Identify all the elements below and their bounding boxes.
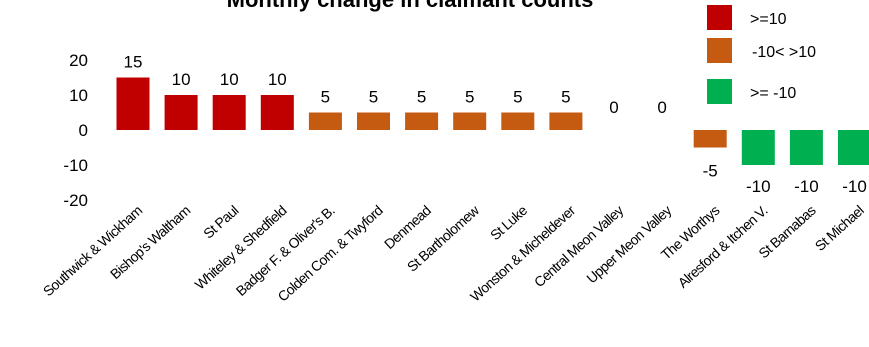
y-axis: -20 -10 0 10 20 — [63, 51, 88, 210]
data-label: -5 — [703, 162, 718, 181]
x-tick-label: Alresford & Itchen V. — [674, 202, 770, 291]
data-label: 0 — [657, 98, 666, 117]
bar — [838, 130, 869, 165]
y-tick-label: -10 — [63, 156, 88, 175]
data-label: 5 — [465, 88, 474, 107]
data-label: 5 — [561, 88, 570, 107]
data-label: 5 — [321, 88, 330, 107]
legend-label: >=10 — [750, 11, 787, 28]
bar — [741, 130, 775, 165]
chart-title: Monthly change in claimant counts — [227, 0, 594, 12]
data-label: 0 — [609, 98, 618, 117]
bar — [501, 112, 535, 130]
y-tick-label: 10 — [69, 86, 88, 105]
x-tick-label: St Paul — [200, 202, 241, 242]
bar — [789, 130, 823, 165]
data-label: 5 — [513, 88, 522, 107]
x-tick-label: Central Meon Valley — [531, 202, 627, 290]
data-label: -10 — [746, 177, 771, 196]
bar — [405, 112, 439, 130]
legend-swatch — [707, 79, 732, 104]
data-labels: 15 10 10 10 5 5 5 5 5 5 0 0 -5 -10 -10 -10 — [124, 53, 867, 197]
y-tick-label: 0 — [79, 121, 88, 140]
bar — [308, 112, 342, 130]
data-label: 5 — [369, 88, 378, 107]
data-label: 10 — [172, 70, 191, 89]
bar — [212, 95, 246, 130]
legend-label: -10< >10 — [752, 44, 816, 61]
data-label: -10 — [794, 177, 819, 196]
bar — [549, 112, 583, 130]
x-tick-label: Upper Meon Valley — [583, 202, 674, 286]
bar — [357, 112, 390, 130]
data-label: 5 — [417, 88, 426, 107]
bar — [116, 77, 150, 130]
legend-label: >= -10 — [750, 85, 796, 102]
y-tick-label: -20 — [63, 191, 88, 210]
legend: >=10 -10< >10 >= -10 — [707, 5, 816, 104]
bar — [164, 95, 198, 130]
bar — [693, 130, 727, 148]
legend-swatch — [707, 38, 732, 63]
x-tick-label: St Luke — [487, 202, 530, 243]
data-label: 10 — [220, 70, 239, 89]
bar — [453, 112, 487, 130]
x-tick-label: St Michael — [812, 202, 867, 254]
y-tick-label: 20 — [69, 51, 88, 70]
legend-swatch — [707, 5, 732, 30]
data-label: 15 — [124, 53, 143, 72]
data-label: -10 — [842, 177, 867, 196]
bars — [116, 77, 869, 165]
data-label: 10 — [268, 70, 287, 89]
bar — [260, 95, 294, 130]
